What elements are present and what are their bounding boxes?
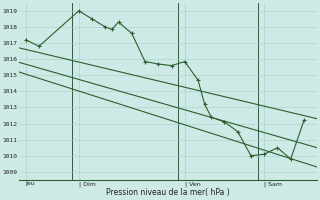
X-axis label: Pression niveau de la mer( hPa ): Pression niveau de la mer( hPa ) <box>106 188 230 197</box>
